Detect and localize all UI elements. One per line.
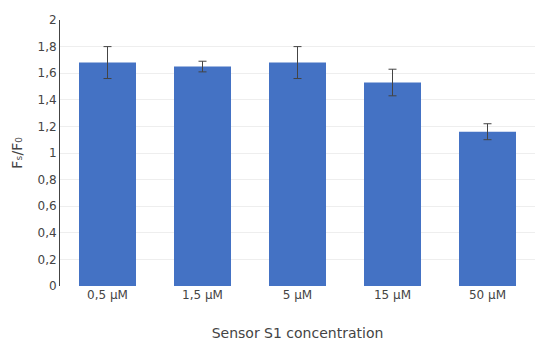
svg-text:0,5 μM: 0,5 μM [87,288,128,302]
svg-text:2: 2 [49,13,57,27]
svg-text:50 μM: 50 μM [469,288,506,302]
svg-text:Sensor S1 concentration: Sensor S1 concentration [212,325,384,341]
svg-text:1,5 μM: 1,5 μM [182,288,223,302]
svg-text:0: 0 [49,279,57,293]
svg-text:0,4: 0,4 [38,226,57,240]
svg-text:1,6: 1,6 [38,66,57,80]
svg-text:1,8: 1,8 [38,40,57,54]
svg-text:Fₛ/F₀: Fₛ/F₀ [9,137,25,169]
svg-text:0,6: 0,6 [38,199,57,213]
svg-text:1: 1 [49,146,57,160]
svg-text:1,4: 1,4 [38,93,57,107]
svg-text:0,8: 0,8 [38,173,57,187]
svg-text:5 μM: 5 μM [283,288,312,302]
svg-text:15 μM: 15 μM [374,288,411,302]
svg-text:0,2: 0,2 [38,253,57,267]
svg-text:1,2: 1,2 [38,120,57,134]
